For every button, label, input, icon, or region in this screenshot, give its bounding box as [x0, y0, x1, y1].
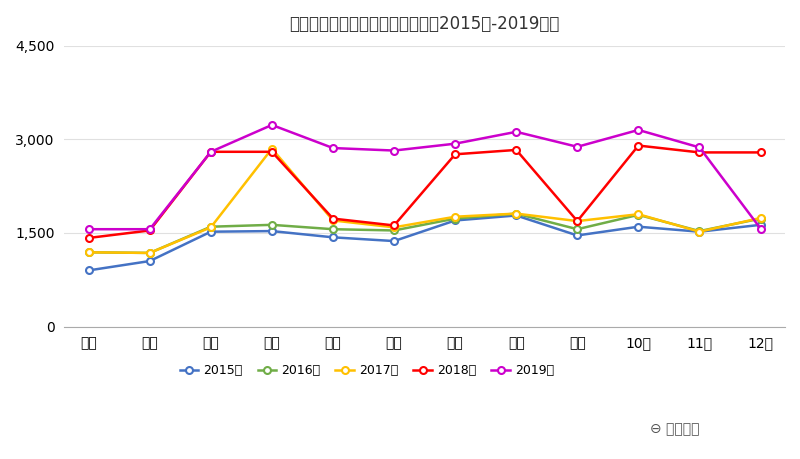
2015年: [145, 258, 154, 264]
2016年: [206, 224, 216, 230]
2015年: [573, 233, 582, 238]
2018年: [573, 218, 582, 224]
2019年: [328, 146, 338, 151]
2018年: [84, 235, 94, 241]
2019年: [634, 127, 643, 133]
2016年: [573, 226, 582, 232]
Line: 2015年: 2015年: [85, 212, 764, 274]
2015年: [634, 224, 643, 230]
2018年: [390, 223, 399, 228]
Line: 2016年: 2016年: [85, 210, 764, 257]
2016年: [390, 228, 399, 233]
2018年: [511, 147, 521, 153]
2017年: [267, 146, 277, 151]
2017年: [573, 218, 582, 224]
2017年: [145, 250, 154, 256]
2017年: [84, 250, 94, 255]
2016年: [145, 250, 154, 256]
2018年: [450, 151, 460, 157]
2015年: [267, 228, 277, 234]
2019年: [756, 226, 766, 231]
2015年: [390, 238, 399, 244]
2017年: [756, 215, 766, 221]
2015年: [84, 268, 94, 273]
2018年: [756, 150, 766, 155]
2018年: [328, 216, 338, 221]
2015年: [511, 213, 521, 218]
2019年: [694, 145, 704, 150]
2015年: [694, 229, 704, 235]
Text: ⊖ 訪日ラボ: ⊖ 訪日ラボ: [650, 422, 700, 436]
2019年: [145, 226, 154, 232]
2019年: [450, 141, 460, 146]
2018年: [206, 149, 216, 155]
2016年: [756, 216, 766, 221]
2016年: [450, 216, 460, 221]
2018年: [267, 149, 277, 155]
2019年: [390, 148, 399, 153]
2019年: [206, 149, 216, 155]
2019年: [573, 144, 582, 150]
2018年: [694, 150, 704, 155]
2018年: [634, 143, 643, 148]
2016年: [694, 228, 704, 234]
2015年: [450, 218, 460, 223]
2017年: [694, 229, 704, 235]
Legend: 2015年, 2016年, 2017年, 2018年, 2019年: 2015年, 2016年, 2017年, 2018年, 2019年: [174, 359, 559, 382]
2015年: [756, 222, 766, 228]
2015年: [328, 235, 338, 240]
2017年: [511, 211, 521, 216]
2016年: [267, 222, 277, 228]
2016年: [84, 250, 94, 255]
Line: 2019年: 2019年: [85, 122, 764, 233]
Line: 2017年: 2017年: [85, 145, 764, 257]
2018年: [145, 228, 154, 233]
Title: 月別訪日ポルトガル人観光客数（2015年-2019年）: 月別訪日ポルトガル人観光客数（2015年-2019年）: [290, 15, 560, 33]
2015年: [206, 229, 216, 235]
2017年: [390, 224, 399, 230]
2019年: [267, 122, 277, 128]
Line: 2018年: 2018年: [85, 142, 764, 241]
2016年: [328, 226, 338, 232]
2017年: [634, 212, 643, 217]
2016年: [511, 211, 521, 216]
2016年: [634, 212, 643, 218]
2019年: [84, 226, 94, 232]
2017年: [450, 214, 460, 219]
2017年: [206, 224, 216, 230]
2017年: [328, 218, 338, 223]
2019年: [511, 129, 521, 134]
